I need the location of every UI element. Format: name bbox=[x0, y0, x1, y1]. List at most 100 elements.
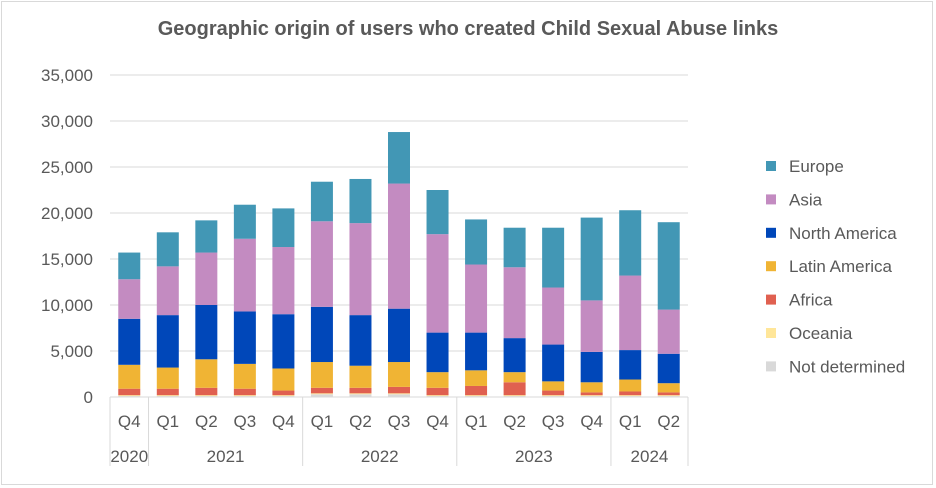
bar-segment bbox=[195, 387, 218, 396]
bar-segment bbox=[195, 395, 218, 397]
bars bbox=[118, 132, 680, 397]
bar-segment bbox=[156, 315, 179, 368]
year-label: 2021 bbox=[207, 447, 245, 466]
bar-segment bbox=[156, 266, 179, 316]
bar-segment bbox=[580, 382, 603, 393]
bar-segment bbox=[542, 227, 565, 288]
bar-segment bbox=[619, 275, 642, 351]
bar-segment bbox=[310, 387, 333, 394]
legend-label: North America bbox=[789, 224, 897, 243]
x-tick-label: Q3 bbox=[542, 412, 565, 431]
y-tick-label: 30,000 bbox=[41, 112, 93, 131]
bar-segment bbox=[503, 338, 526, 373]
bar-segment bbox=[349, 223, 372, 316]
bar-segment bbox=[465, 370, 488, 386]
bar-segment bbox=[426, 395, 449, 397]
x-tick-label: Q1 bbox=[619, 412, 642, 431]
bar-segment bbox=[465, 332, 488, 371]
year-label: 2024 bbox=[631, 447, 669, 466]
legend-label: Oceania bbox=[789, 324, 853, 343]
bar-segment bbox=[619, 350, 642, 380]
bar-segment bbox=[233, 395, 256, 397]
legend: Europe Asia North America Latin America Afri… bbox=[766, 157, 905, 376]
y-tick-label: 25,000 bbox=[41, 158, 93, 177]
bar-segment bbox=[195, 220, 218, 253]
x-tick-label: Q2 bbox=[195, 412, 218, 431]
year-label: 2020 bbox=[110, 447, 148, 466]
bar-segment bbox=[657, 383, 680, 393]
bar-segment bbox=[233, 363, 256, 389]
legend-label: Africa bbox=[789, 291, 833, 310]
y-tick-label: 10,000 bbox=[41, 296, 93, 315]
chart-title: Geographic origin of users who created C… bbox=[157, 18, 779, 40]
legend-label: Europe bbox=[789, 157, 844, 176]
bar-segment bbox=[118, 279, 141, 319]
bar-segment bbox=[118, 364, 141, 389]
x-tick-label: Q1 bbox=[156, 412, 179, 431]
bar-segment bbox=[233, 204, 256, 239]
bar-segment bbox=[349, 393, 372, 395]
bar-segment bbox=[310, 181, 333, 222]
bar-segment bbox=[272, 247, 295, 315]
bar-segment bbox=[195, 359, 218, 388]
bar-segment bbox=[349, 178, 372, 224]
legend-swatch bbox=[766, 294, 776, 305]
legend-swatch bbox=[766, 328, 776, 338]
x-tick-label: Q1 bbox=[311, 412, 334, 431]
bar-segment bbox=[388, 394, 410, 397]
bar-segment bbox=[388, 132, 410, 184]
legend-label: Asia bbox=[789, 190, 823, 209]
legend-swatch bbox=[766, 261, 776, 272]
x-tick-label: Q4 bbox=[580, 412, 603, 431]
bar-segment bbox=[542, 287, 565, 345]
bar-segment bbox=[310, 362, 333, 388]
bar-segment bbox=[272, 314, 295, 369]
bar-segment bbox=[619, 210, 642, 276]
bar-segment bbox=[465, 395, 488, 397]
y-tick-label: 5,000 bbox=[50, 342, 93, 361]
bar-segment bbox=[542, 344, 565, 382]
legend-swatch bbox=[766, 161, 776, 171]
bar-segment bbox=[657, 395, 680, 397]
bar-segment bbox=[388, 308, 410, 363]
bar-segment bbox=[310, 306, 333, 363]
bar-segment bbox=[118, 395, 141, 397]
bar-segment bbox=[465, 219, 488, 265]
bar-segment bbox=[272, 208, 295, 248]
bar-segment bbox=[465, 264, 488, 333]
x-tick-label: Q4 bbox=[272, 412, 295, 431]
legend-swatch bbox=[766, 194, 776, 205]
bar-segment bbox=[349, 365, 372, 388]
y-axis: 0 5,000 10,000 15,000 20,000 25,000 30,000 35,0… bbox=[41, 66, 93, 407]
bar-segment bbox=[580, 300, 603, 352]
bar-segment bbox=[310, 394, 333, 397]
bar-segment bbox=[233, 388, 256, 396]
legend-label: Not determined bbox=[789, 357, 905, 376]
y-tick-label: 20,000 bbox=[41, 204, 93, 223]
legend-swatch bbox=[766, 227, 776, 238]
bar-segment bbox=[156, 395, 179, 397]
bar-segment bbox=[233, 311, 256, 364]
year-label: 2022 bbox=[361, 447, 399, 466]
legend-swatch bbox=[766, 361, 776, 372]
bar-segment bbox=[619, 391, 642, 396]
x-tick-label: Q3 bbox=[234, 412, 257, 431]
bar-segment bbox=[542, 395, 565, 397]
bar-segment bbox=[388, 183, 410, 309]
bar-segment bbox=[388, 362, 410, 387]
bar-segment bbox=[426, 234, 449, 333]
x-tick-label: Q1 bbox=[465, 412, 488, 431]
x-tick-label: Q2 bbox=[657, 412, 680, 431]
bar-segment bbox=[619, 395, 642, 397]
bar-segment bbox=[156, 388, 179, 396]
bar-segment bbox=[310, 221, 333, 307]
bar-segment bbox=[426, 372, 449, 388]
x-tick-label: Q4 bbox=[118, 412, 141, 431]
bar-segment bbox=[580, 217, 603, 301]
bar-segment bbox=[465, 385, 488, 396]
bar-segment bbox=[503, 382, 526, 396]
bar-segment bbox=[118, 252, 141, 280]
year-label: 2023 bbox=[515, 447, 553, 466]
bar-segment bbox=[503, 372, 526, 383]
